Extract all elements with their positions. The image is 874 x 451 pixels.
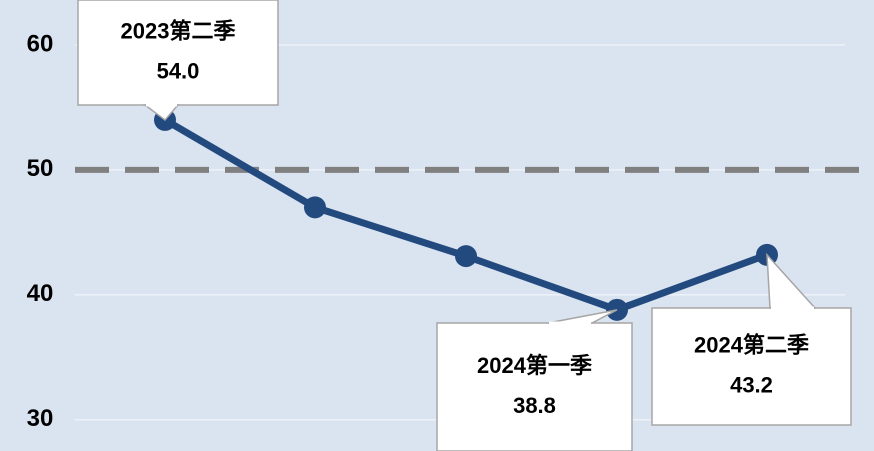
y-tick-label: 30: [27, 405, 54, 432]
callout-box: [651, 307, 852, 426]
point: [455, 245, 477, 268]
callout-value: 43.2: [730, 372, 773, 397]
y-tick-label: 40: [27, 280, 54, 307]
callout-category: 2024第二季: [694, 332, 809, 357]
point: [304, 196, 326, 219]
callout-value: 54.0: [157, 58, 200, 83]
callout-box: [77, 0, 279, 106]
y-tick-label: 50: [27, 155, 54, 182]
callout-value: 38.8: [513, 393, 556, 418]
callout-category: 2024第一季: [477, 353, 592, 378]
callout-category: 2023第二季: [121, 18, 236, 43]
callout-pointer: [547, 309, 618, 324]
y-tick-label: 60: [27, 30, 54, 57]
callout-pointer: [766, 252, 817, 309]
callout-box: [436, 322, 633, 451]
line: [163, 116, 769, 314]
